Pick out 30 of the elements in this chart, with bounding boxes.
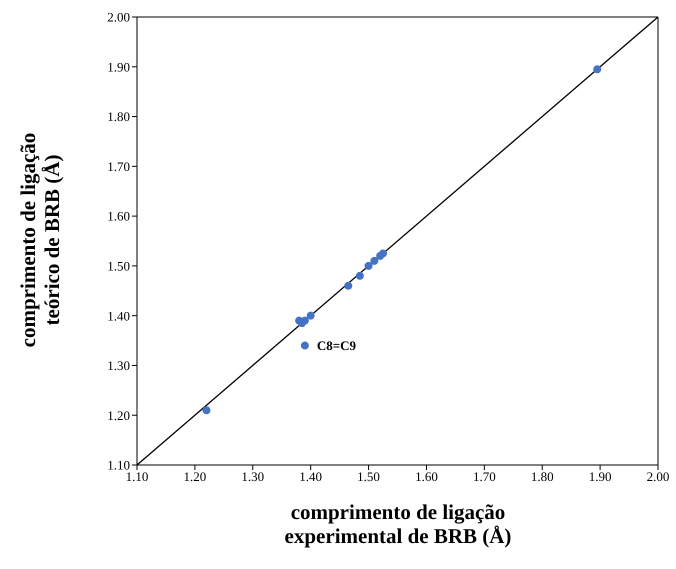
x-axis-title: comprimento de ligação experimental de BRB (Å) [284,500,512,548]
point [306,312,315,320]
y-tick-label: 2.00 [107,10,130,25]
point [593,65,602,74]
y-tick-label: 1.70 [107,158,130,174]
y-tick-label: 1.90 [107,59,130,74]
point [370,256,378,265]
y-axis-title: comprimento de ligação teórico de BRB (Å) [16,132,64,350]
y-tick-label: 1.40 [107,308,130,324]
y-tick-label: 1.60 [107,208,130,224]
y-tick-label: 1.50 [107,258,130,274]
x-tick-label: 1.90 [588,469,612,484]
x-tick-label: 1.80 [530,469,554,484]
point [379,249,388,258]
annotation: C8=C9 [316,338,357,354]
point [356,272,364,280]
x-tick-label: 1.20 [184,469,206,484]
x-tick-label: 1.50 [357,469,380,484]
x-tick-label: 1.30 [241,469,264,484]
x-tick-label: 2.00 [646,469,670,484]
x-tick-label: 1.40 [299,469,322,484]
x-tick-label: 1.70 [472,469,496,484]
y-tick-label: 1.80 [107,109,130,124]
point [300,342,309,350]
point [364,262,373,270]
y-tick-label: 1.20 [107,408,130,423]
y-tick-label: 1.30 [107,358,130,374]
point [344,282,352,290]
point [202,406,210,414]
x-tick-label: 1.60 [415,469,438,484]
